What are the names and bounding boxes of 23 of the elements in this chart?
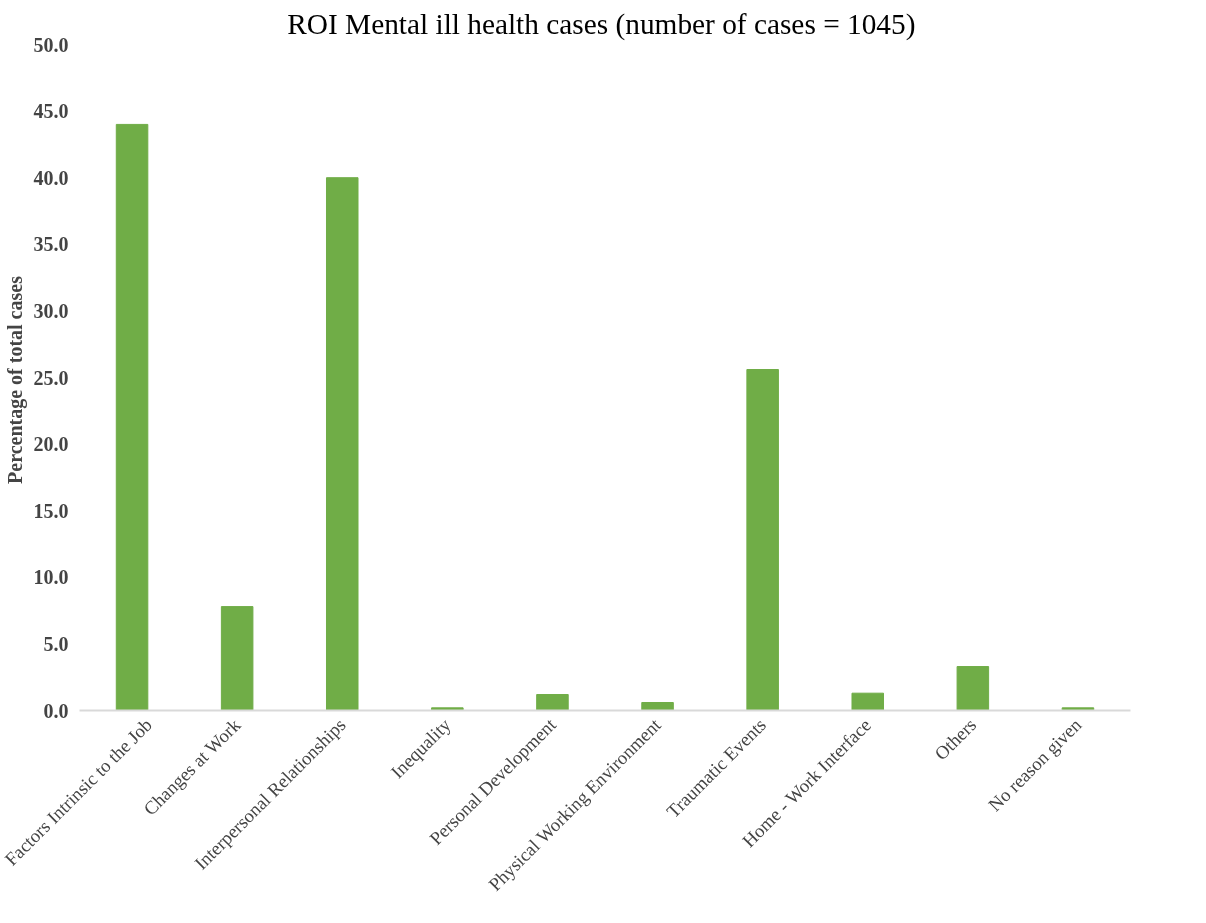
bar — [536, 694, 569, 711]
y-tick-label: 35.0 — [33, 233, 69, 256]
bar — [746, 369, 779, 711]
bar — [1061, 707, 1095, 711]
y-tick-label: 25.0 — [33, 366, 69, 389]
y-tick-label: 30.0 — [33, 299, 69, 322]
y-tick-label: 20.0 — [33, 433, 69, 456]
y-tick-label: 50.0 — [33, 33, 69, 56]
bar — [220, 606, 254, 711]
y-tick-label: 10.0 — [33, 566, 69, 589]
y-tick-label: 40.0 — [33, 166, 69, 189]
y-axis-title: Percentage of total cases — [3, 275, 27, 484]
bar — [325, 177, 359, 711]
bar — [956, 666, 990, 711]
y-tick-label: 5.0 — [43, 632, 69, 655]
y-tick-label: 45.0 — [33, 100, 69, 123]
bar — [431, 707, 464, 711]
chart-title: ROI Mental ill health cases (number of cases = 1045) — [287, 7, 916, 41]
bar — [851, 692, 885, 711]
y-tick-label: 15.0 — [33, 499, 69, 522]
bar — [115, 123, 149, 711]
bar — [641, 702, 674, 711]
y-tick-label: 0.0 — [43, 699, 69, 722]
